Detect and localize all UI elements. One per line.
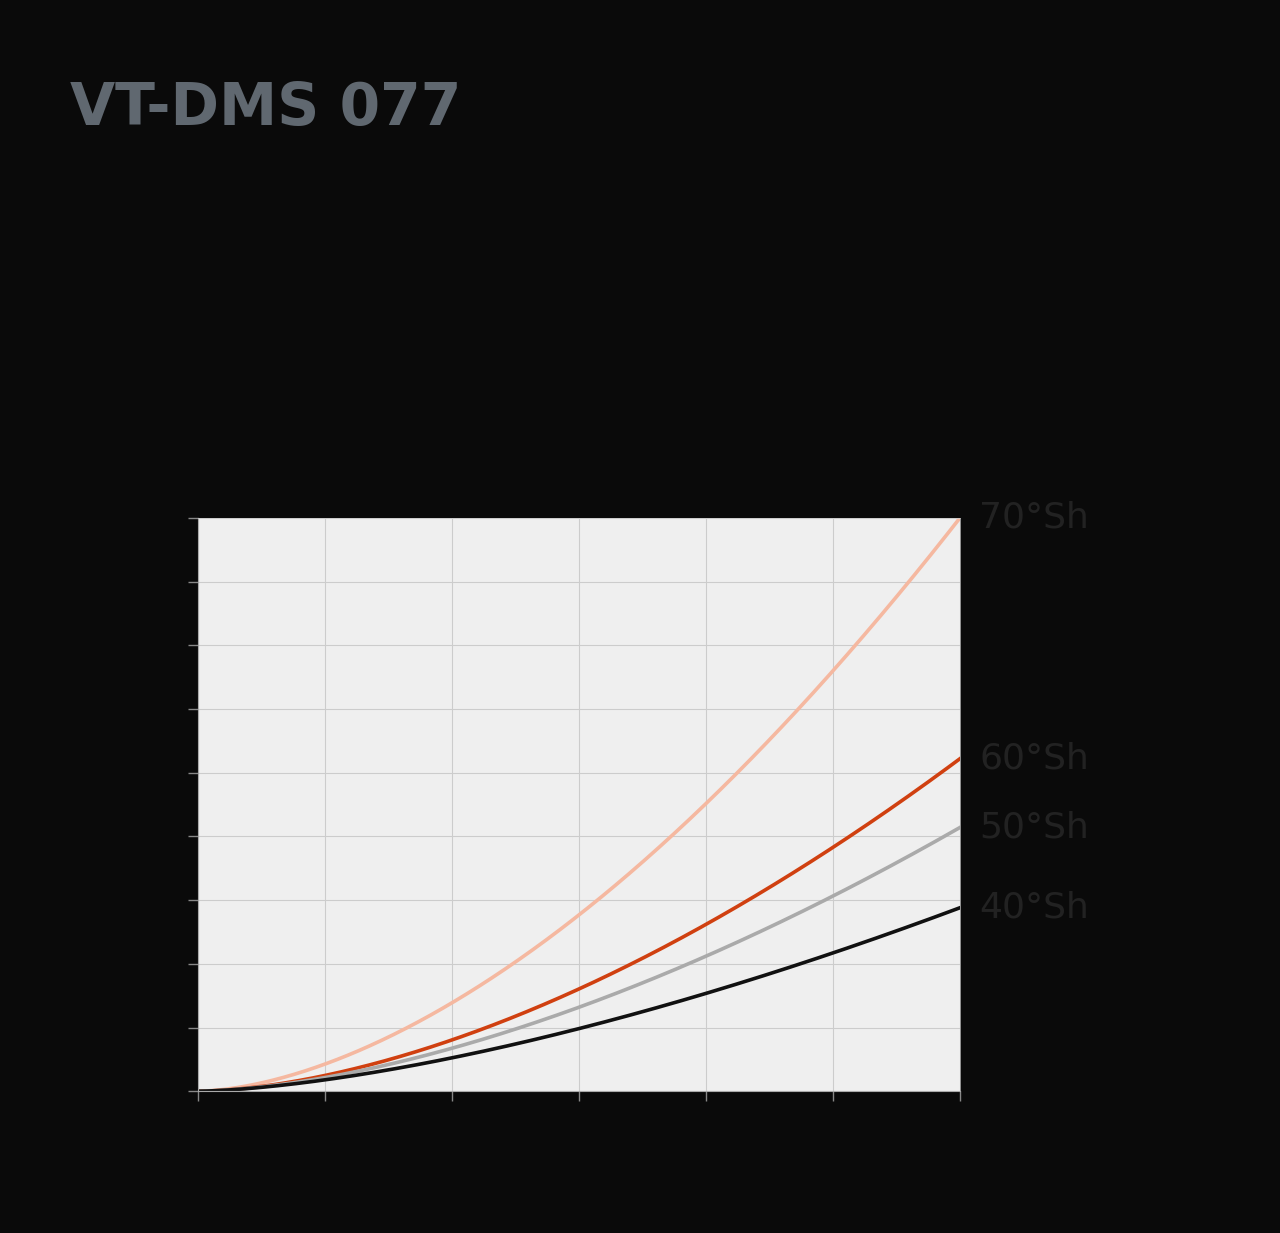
Text: 60°Sh: 60°Sh — [979, 742, 1089, 776]
Text: 50°Sh: 50°Sh — [979, 810, 1089, 845]
Text: VT-DMS 077: VT-DMS 077 — [70, 80, 462, 137]
Text: 70°Sh: 70°Sh — [979, 501, 1089, 535]
Text: 40°Sh: 40°Sh — [979, 890, 1089, 925]
